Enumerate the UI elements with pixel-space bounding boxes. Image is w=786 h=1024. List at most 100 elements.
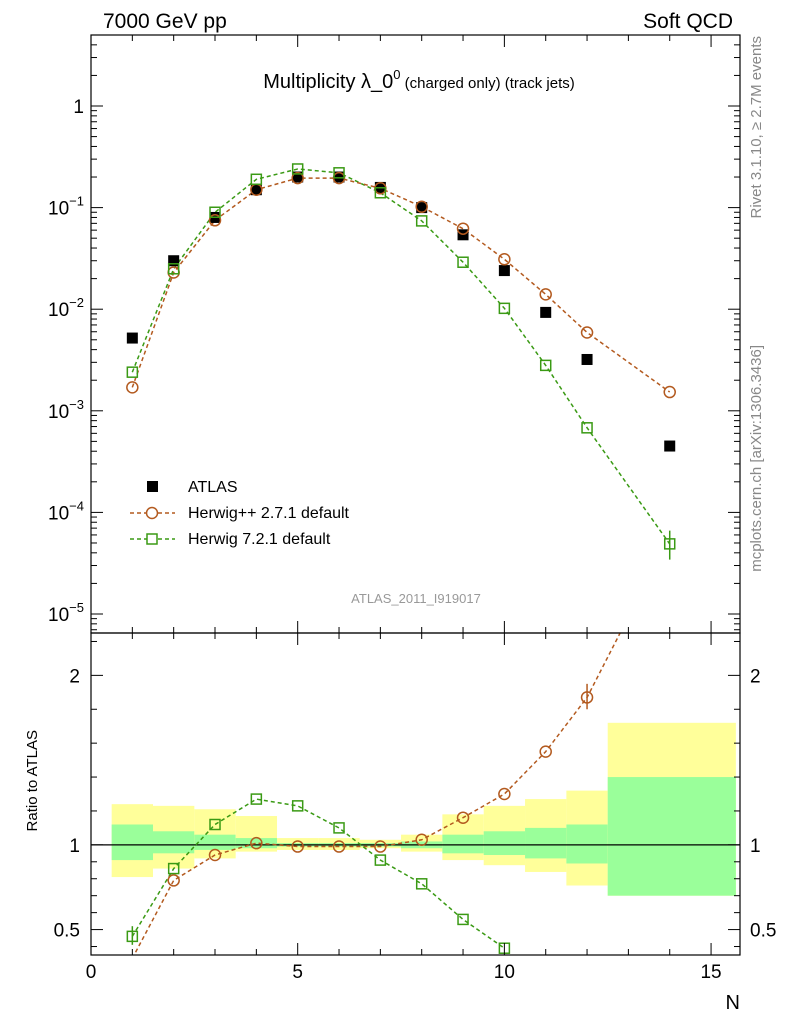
- header-right-label: Soft QCD: [643, 10, 733, 33]
- herwigpp-point: [580, 326, 594, 339]
- x-tick-label: 10: [494, 962, 515, 983]
- main-y-tick-label: 10−5: [48, 600, 84, 626]
- ratio-plot-panel: 0 5 10 15 0.5 0.5 1 1 2 2 Ratio to ATLAS N: [24, 632, 776, 1014]
- ratio-herwigpp-point: [250, 836, 263, 850]
- atlas-point: [250, 184, 262, 196]
- x-tick-label: 15: [700, 962, 721, 983]
- atlas-point: [581, 353, 593, 365]
- herwig7-point: [167, 263, 180, 275]
- ratio-herwigpp-point: [291, 840, 304, 853]
- ratio-herwigpp-point: [167, 874, 180, 887]
- ratio-herwig7-point: [333, 822, 345, 834]
- herwigpp-point: [208, 214, 222, 227]
- herwigpp-point: [291, 171, 304, 185]
- ratio-y-tick-label-right: 0.5: [750, 921, 776, 942]
- main-y-tick-label: 10−4: [48, 498, 84, 524]
- plot-title-tail: (charged only) (track jets): [401, 75, 575, 92]
- ratio-y-axis-label: Ratio to ATLAS: [24, 730, 41, 831]
- legend: ATLAS Herwig++ 2.7.1 default Herwig 7.2.…: [130, 479, 350, 548]
- herwig7-point: [374, 187, 387, 199]
- main-plot-panel: 1 10−1 10−2 10−3 10−4 10−5 Multiplicity λ_00 …: [48, 34, 741, 634]
- ratio-herwig7-point: [457, 913, 469, 926]
- ratio-herwig7-point: [374, 854, 387, 866]
- ratio-herwigpp-point: [332, 840, 346, 853]
- herwigpp-point: [498, 253, 511, 266]
- ratio-herwig7-point: [167, 862, 180, 875]
- ratio-band-inner: [525, 827, 567, 859]
- ratio-band-inner: [194, 834, 236, 850]
- rivet-label: Rivet 3.1.10, ≥ 2.7M events: [748, 36, 765, 219]
- main-y-tick-label: 10−3: [48, 397, 84, 423]
- ratio-band-inner: [483, 831, 526, 856]
- ratio-y-tick-label-left: 0.5: [54, 921, 80, 942]
- x-tick-label: 5: [292, 962, 303, 983]
- ratio-herwig7-point: [209, 818, 221, 831]
- plot-title: Multiplicity λ_00 (charged only) (track …: [263, 67, 575, 93]
- atlas-point: [333, 171, 345, 183]
- x-axis-label: N: [726, 992, 740, 1014]
- plot-title-main: Multiplicity λ_0: [263, 71, 393, 93]
- legend-herwig7-label: Herwig 7.2.1 default: [188, 531, 331, 548]
- atlas-point: [292, 171, 304, 183]
- ratio-herwigpp-point: [539, 745, 552, 758]
- ratio-herwigpp-point: [415, 833, 428, 847]
- herwigpp-point: [415, 200, 428, 213]
- atlas-point: [664, 440, 676, 452]
- herwig7-point: [291, 163, 304, 175]
- herwig7-point: [126, 366, 139, 378]
- legend-herwig7-marker: [146, 533, 158, 545]
- ratio-herwigpp-point: [456, 811, 470, 824]
- ratio-herwigpp-point: [374, 840, 387, 853]
- atlas-point: [126, 332, 138, 344]
- ratio-herwig7-point: [291, 800, 304, 812]
- ratio-herwigpp-point: [498, 787, 511, 801]
- legend-atlas-label: ATLAS: [188, 479, 238, 496]
- herwig7-point: [457, 256, 469, 268]
- ratio-y-tick-label-right: 2: [750, 666, 761, 687]
- main-y-tick-label: 1: [73, 97, 84, 118]
- ratio-band-inner: [235, 838, 278, 849]
- header-left-label: 7000 GeV pp: [103, 10, 227, 33]
- ratio-y-tick-label-right: 1: [750, 836, 761, 857]
- legend-herwigpp-marker: [145, 506, 159, 520]
- ratio-y-tick-label-left: 2: [69, 666, 80, 687]
- ratio-y-tick-label-left: 1: [69, 836, 80, 857]
- ratio-frame: [90, 632, 741, 956]
- herwig7-point: [498, 302, 511, 315]
- atlas-point: [540, 306, 552, 318]
- ratio-band-inner: [566, 824, 608, 864]
- legend-herwigpp-label: Herwig++ 2.7.1 default: [188, 505, 350, 522]
- ratio-herwig7-line: [131, 798, 505, 949]
- main-y-tick-label: 10−2: [48, 295, 84, 321]
- plot-title-sup: 0: [393, 67, 400, 82]
- herwigpp-point: [126, 381, 139, 394]
- ratio-band-inner: [607, 777, 736, 896]
- herwig7-point: [333, 167, 345, 179]
- herwigpp-point: [539, 288, 552, 301]
- herwig7-point: [539, 359, 552, 372]
- ratio-series-group: [126, 633, 621, 955]
- ratio-band-inner: [111, 824, 154, 861]
- ratio-herwigpp-point: [208, 848, 222, 862]
- ratio-band-inner: [442, 834, 484, 854]
- ratio-band-outer: [194, 809, 236, 859]
- herwig7-point: [250, 173, 263, 186]
- herwig7-point: [581, 422, 593, 434]
- ratio-herwigpp-line: [133, 633, 621, 955]
- main-y-tick-label: 10−1: [48, 194, 84, 220]
- atlas-point: [168, 255, 180, 267]
- herwigpp-point: [663, 385, 676, 399]
- ratio-herwig7-point: [250, 793, 263, 805]
- atlas-point: [498, 265, 510, 277]
- herwigpp-point: [456, 222, 470, 235]
- watermark-label: ATLAS_2011_I919017: [351, 591, 481, 606]
- herwig7-point: [209, 206, 221, 219]
- mcplots-label: mcplots.cern.ch [arXiv:1306.3436]: [748, 345, 765, 572]
- ratio-band-inner: [153, 831, 195, 854]
- x-tick-label: 0: [86, 962, 97, 983]
- atlas-point: [416, 202, 428, 214]
- herwig7-point: [415, 215, 428, 227]
- legend-atlas-marker: [147, 481, 158, 492]
- ratio-herwig7-point: [415, 878, 428, 890]
